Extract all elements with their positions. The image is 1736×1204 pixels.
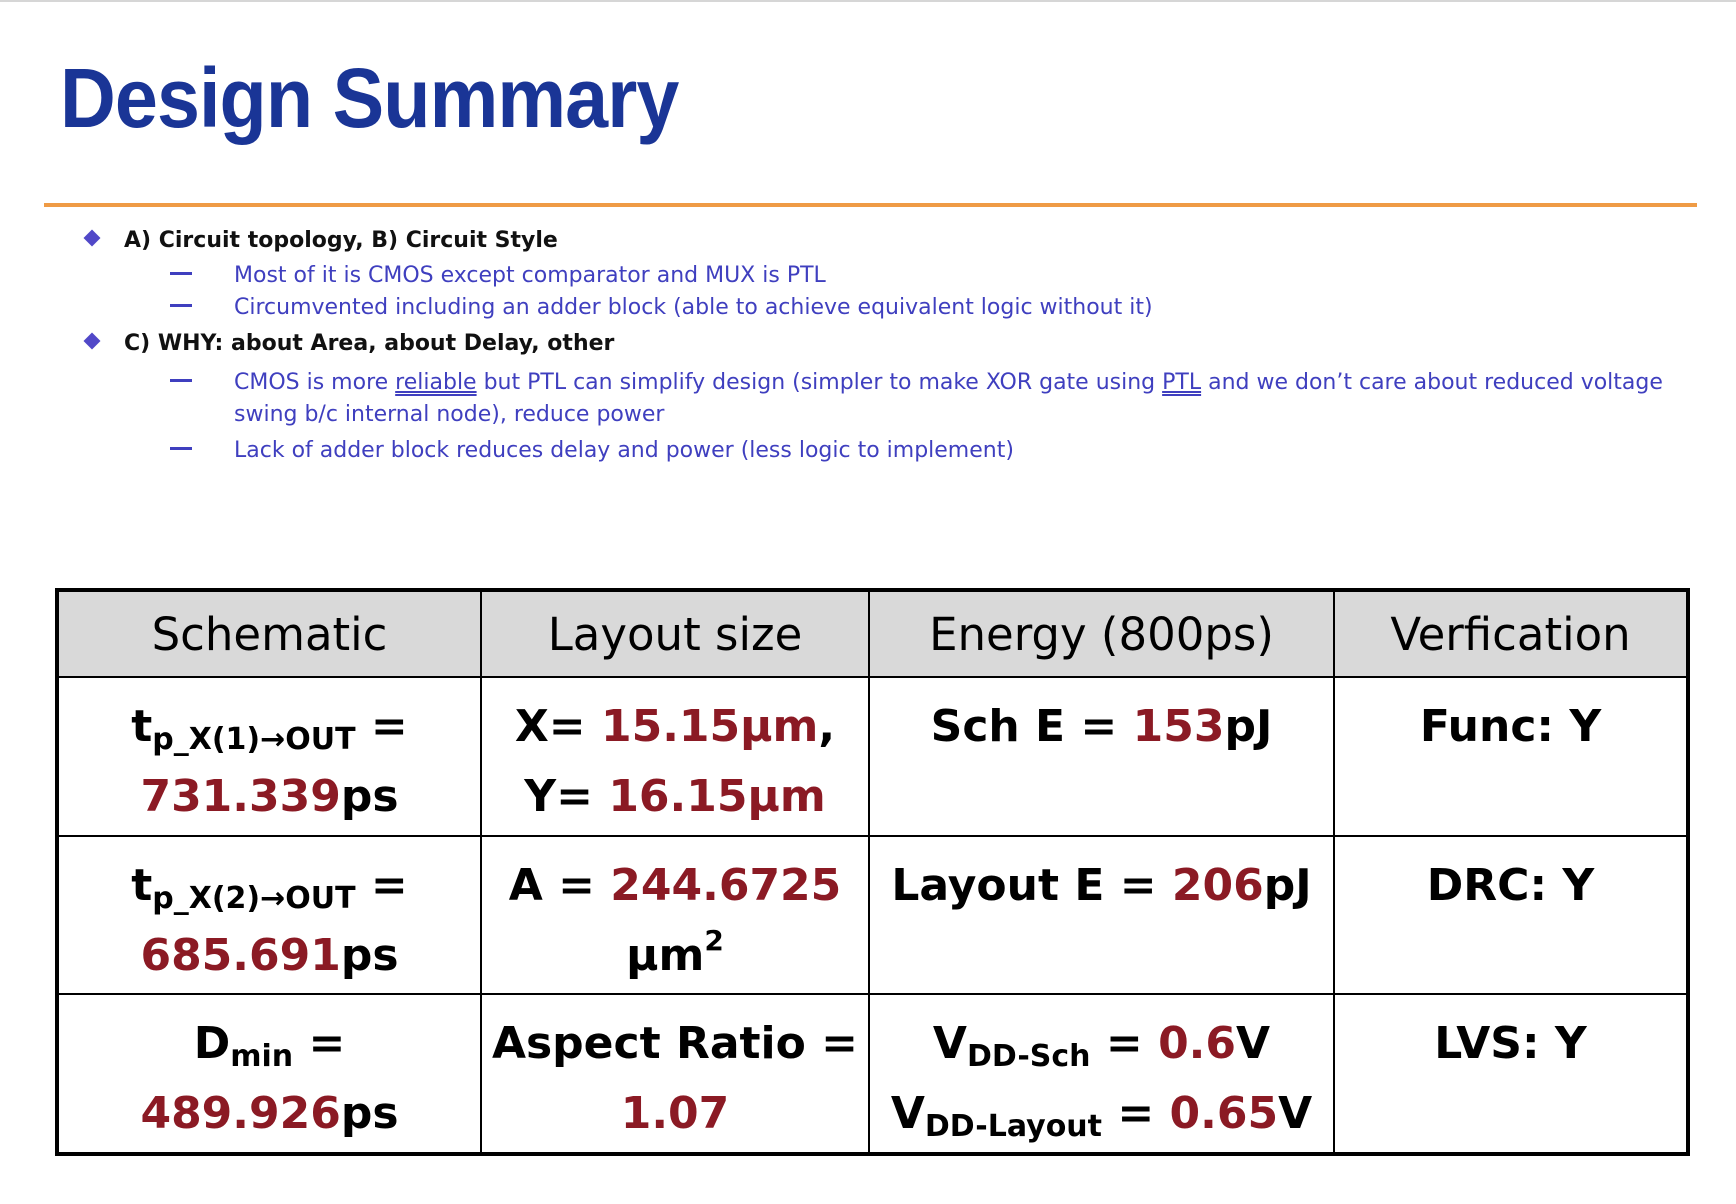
verification-func: Func: Y bbox=[1333, 676, 1689, 837]
header-schematic: Schematic bbox=[56, 589, 482, 678]
title-underline bbox=[44, 203, 1697, 207]
page-title: Design Summary bbox=[60, 51, 679, 145]
dash-icon bbox=[170, 379, 192, 382]
bullet-item-adder: Circumvented including an adder block (a… bbox=[234, 295, 1153, 320]
header-layout-size: Layout size bbox=[480, 589, 870, 678]
layout-area: A = 244.6725 µm2 bbox=[480, 834, 870, 996]
bullet-item-cmos: Most of it is CMOS except comparator and… bbox=[234, 263, 826, 288]
bullet-label-why: C) WHY: about Area, about Delay, other bbox=[124, 331, 615, 356]
dash-icon bbox=[170, 304, 192, 307]
table-row: tp_X(1)→OUT = 731.339ps X= 15.15µm, Y= 1… bbox=[56, 676, 1689, 837]
diamond-bullet-icon bbox=[83, 229, 101, 247]
table-row: Dmin = 489.926ps Aspect Ratio = 1.07 VDD… bbox=[56, 993, 1689, 1155]
dash-icon bbox=[170, 272, 192, 275]
energy-layout: Layout E = 206pJ bbox=[868, 834, 1335, 996]
header-verification: Verfication bbox=[1333, 589, 1689, 678]
layout-xy: X= 15.15µm, Y= 16.15µm bbox=[480, 676, 870, 837]
design-summary-table: Schematic Layout size Energy (800ps) Ver… bbox=[55, 588, 1690, 1156]
table-header-row: Schematic Layout size Energy (800ps) Ver… bbox=[56, 589, 1689, 678]
layout-aspect-ratio: Aspect Ratio = 1.07 bbox=[480, 993, 870, 1155]
bullet-item-reliable: CMOS is more reliable but PTL can simpli… bbox=[234, 370, 1663, 427]
header-energy: Energy (800ps) bbox=[868, 589, 1335, 678]
verification-lvs: LVS: Y bbox=[1333, 993, 1689, 1155]
reliable-link[interactable]: reliable bbox=[395, 370, 477, 395]
bullet-item-delay: Lack of adder block reduces delay and po… bbox=[234, 438, 1014, 463]
dash-icon bbox=[170, 447, 192, 450]
schematic-tp-x2: tp_X(2)→OUT = 685.691ps bbox=[56, 834, 482, 996]
energy-vdd: VDD-Sch = 0.6V VDD-Layout = 0.65V bbox=[868, 993, 1335, 1155]
table-row: tp_X(2)→OUT = 685.691ps A = 244.6725 µm2… bbox=[56, 834, 1689, 996]
schematic-dmin: Dmin = 489.926ps bbox=[56, 993, 482, 1155]
diamond-bullet-icon bbox=[83, 332, 101, 350]
schematic-tp-x1: tp_X(1)→OUT = 731.339ps bbox=[56, 676, 482, 837]
ptl-link[interactable]: PTL bbox=[1162, 370, 1202, 395]
top-border bbox=[0, 0, 1736, 2]
bullet-label-topology: A) Circuit topology, B) Circuit Style bbox=[124, 228, 558, 253]
energy-sch: Sch E = 153pJ bbox=[868, 676, 1335, 837]
verification-drc: DRC: Y bbox=[1333, 834, 1689, 996]
